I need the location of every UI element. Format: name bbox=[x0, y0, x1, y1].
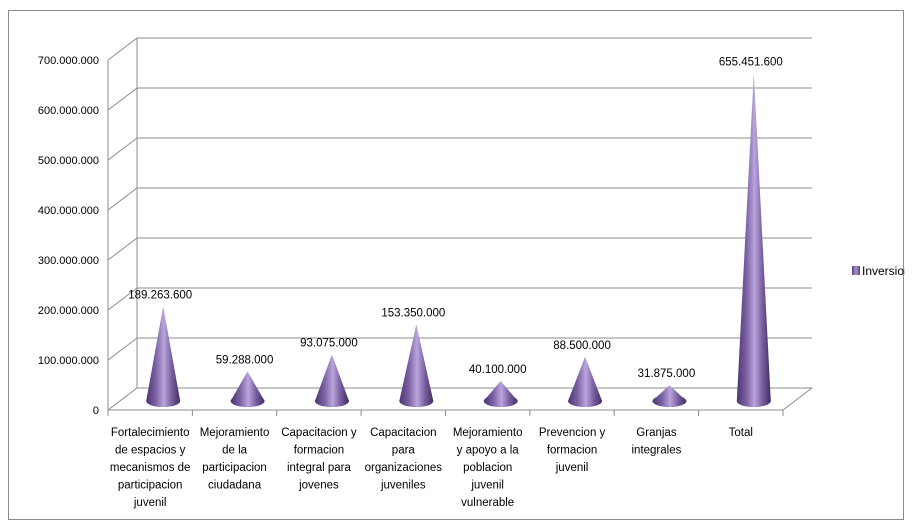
gridline-side bbox=[107, 387, 138, 411]
cone-bar-chart: 0 100.000.000 200.000.000 300.000.000 400.00… bbox=[38, 37, 905, 509]
axes bbox=[107, 38, 813, 416]
x-tick-label-line: jovenes bbox=[298, 480, 339, 492]
data-label: 31.875.000 bbox=[638, 368, 696, 380]
data-labels: 189.263.600 59.288.000 93.075.000 153.350.0… bbox=[128, 56, 783, 380]
x-tick-label-line: Fortalecimiento bbox=[111, 427, 190, 439]
y-tick-label: 0 bbox=[93, 405, 99, 417]
gridline-side bbox=[107, 87, 138, 111]
cone-bar bbox=[230, 371, 265, 407]
x-tick-label-line: Mejoramiento bbox=[453, 427, 523, 439]
gridline-side bbox=[107, 137, 138, 161]
x-tick-label-line: Capacitacion y bbox=[281, 427, 357, 439]
x-tick-label-line: juvenil bbox=[470, 480, 504, 492]
cone-body bbox=[230, 371, 265, 407]
cone-body bbox=[568, 356, 603, 407]
x-tick-label-line: Mejoramiento bbox=[200, 427, 270, 439]
y-tick-label: 300.000.000 bbox=[38, 255, 99, 267]
x-tick-label-line: integrales bbox=[632, 445, 682, 457]
x-tick-label-line: Prevencion y bbox=[539, 427, 606, 439]
x-tick-label-line: formacion bbox=[547, 445, 598, 457]
x-tick-label: Capacitacion y formacion integral para jove… bbox=[281, 427, 357, 492]
floor-right-edge bbox=[782, 387, 813, 411]
x-tick-label-line: juvenil bbox=[555, 462, 589, 474]
x-tick-label: Capacitacion para organizaciones juveniles bbox=[365, 427, 443, 492]
gridline-side bbox=[107, 187, 138, 211]
x-tick-label: Prevencion y formacion juvenil bbox=[539, 427, 606, 474]
x-tick-label-line: vulnerable bbox=[461, 497, 514, 509]
x-tick-label-line: para bbox=[392, 445, 416, 457]
cone-body bbox=[736, 73, 771, 407]
y-tick-label: 400.000.000 bbox=[38, 205, 99, 217]
x-tick-label-line: y apoyo a la bbox=[457, 445, 520, 457]
x-tick-label-line: participacion bbox=[202, 462, 267, 474]
data-label: 59.288.000 bbox=[216, 354, 274, 366]
cone-body bbox=[314, 354, 349, 407]
x-tick-label-line: de la bbox=[222, 445, 248, 457]
x-tick-label: Granjas integrales bbox=[632, 427, 682, 457]
y-tick-label: 600.000.000 bbox=[38, 105, 99, 117]
x-tick-label-line: poblacion bbox=[463, 462, 512, 474]
gridline-side bbox=[107, 37, 138, 61]
x-tick-label-line: organizaciones bbox=[365, 462, 443, 474]
x-tick-label-line: integral para bbox=[287, 462, 352, 474]
gridline-side bbox=[107, 337, 138, 361]
data-label: 153.350.000 bbox=[381, 307, 445, 319]
x-tick-label-line: formacion bbox=[294, 445, 345, 457]
gridlines bbox=[107, 37, 812, 411]
gridline-side bbox=[107, 287, 138, 311]
data-label: 655.451.600 bbox=[719, 56, 783, 68]
y-tick-label: 200.000.000 bbox=[38, 305, 99, 317]
cone-bar bbox=[568, 356, 603, 407]
data-label: 88.500.000 bbox=[553, 340, 611, 352]
x-tick-label-line: Total bbox=[729, 427, 753, 439]
cone-body bbox=[483, 380, 518, 407]
x-tick-label: Fortalecimiento de espacios y mecanismos d… bbox=[110, 427, 191, 509]
x-tick-label-line: mecanismos de bbox=[110, 462, 191, 474]
y-tick-label: 100.000.000 bbox=[38, 355, 99, 367]
chart-frame: 0 100.000.000 200.000.000 300.000.000 400.00… bbox=[8, 10, 905, 520]
legend-swatch bbox=[852, 266, 860, 275]
x-tick-label: Mejoramiento y apoyo a la poblacion juvenil… bbox=[453, 427, 523, 509]
x-tick-label-line: juvenil bbox=[133, 497, 167, 509]
gridline-side bbox=[107, 237, 138, 261]
data-label: 189.263.600 bbox=[128, 289, 192, 301]
cone-bar bbox=[483, 380, 518, 407]
y-tick-label: 700.000.000 bbox=[38, 55, 99, 67]
data-label: 40.100.000 bbox=[469, 364, 527, 376]
data-label: 93.075.000 bbox=[300, 337, 358, 349]
x-tick-label: Total bbox=[729, 427, 753, 439]
y-tick-labels: 0 100.000.000 200.000.000 300.000.000 400.00… bbox=[38, 55, 99, 417]
x-tick-label-line: Granjas bbox=[636, 427, 677, 439]
legend: Inversion bbox=[852, 264, 905, 278]
x-tick-label-line: Capacitacion bbox=[370, 427, 436, 439]
y-tick-label: 500.000.000 bbox=[38, 155, 99, 167]
x-tick-label-line: juveniles bbox=[380, 480, 426, 492]
cone-body bbox=[399, 324, 434, 407]
cone-bar bbox=[314, 354, 349, 407]
x-tick-label-line: ciudadana bbox=[208, 480, 262, 492]
cone-bar bbox=[736, 73, 771, 407]
cone-bar bbox=[399, 324, 434, 407]
cones bbox=[146, 73, 771, 407]
x-tick-labels: Fortalecimiento de espacios y mecanismos d… bbox=[110, 427, 753, 509]
x-tick-label: Mejoramiento de la participacion ciudadana bbox=[200, 427, 270, 492]
cone-bar bbox=[652, 385, 687, 407]
x-tick-label-line: participacion bbox=[118, 480, 183, 492]
cone-bar bbox=[146, 306, 181, 407]
x-tick-label-line: de espacios y bbox=[115, 445, 186, 457]
legend-label: Inversion bbox=[862, 264, 905, 278]
cone-body bbox=[652, 385, 687, 407]
cone-body bbox=[146, 306, 181, 407]
